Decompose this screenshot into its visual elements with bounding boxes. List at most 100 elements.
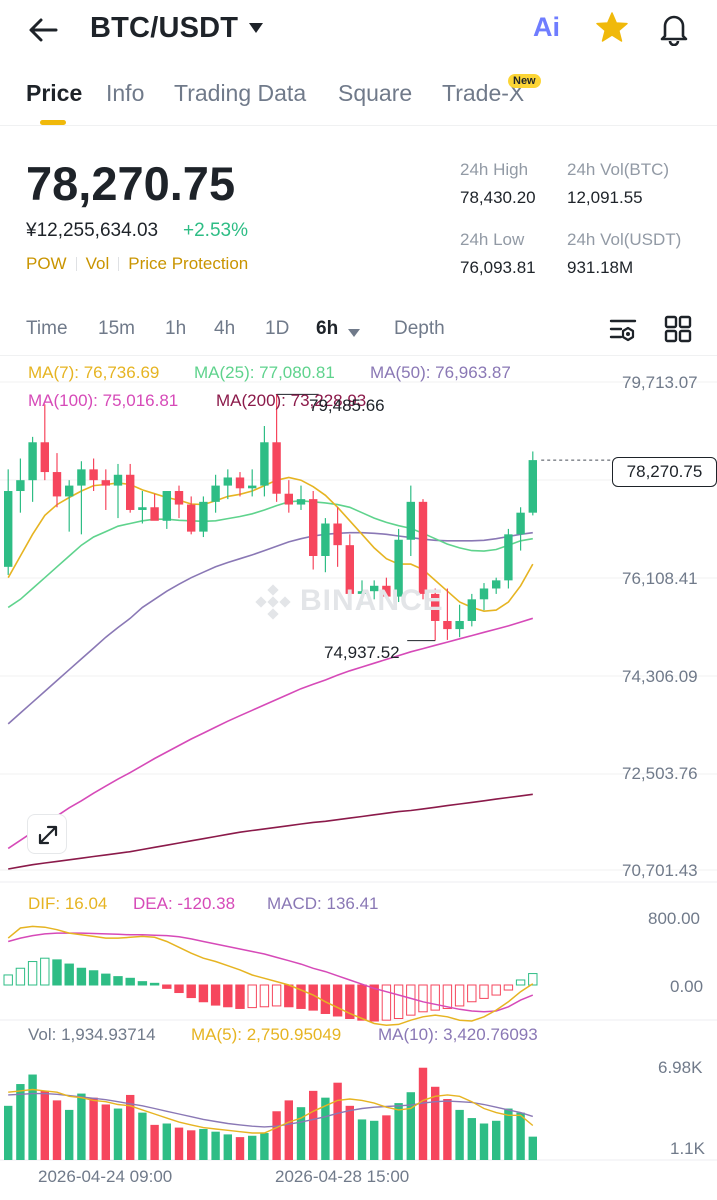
candle-body — [321, 523, 330, 556]
macd-bar — [271, 984, 282, 1007]
volume-bar — [138, 1112, 147, 1160]
macd-bar — [381, 984, 392, 1021]
macd-bar — [88, 970, 99, 986]
ma200-label: MA(200): 73,228.93 — [216, 391, 367, 410]
caret-down-icon[interactable] — [248, 22, 264, 34]
candle-body — [479, 588, 489, 600]
indicator-settings-icon[interactable] — [608, 314, 638, 344]
macd-bar — [149, 982, 160, 986]
volume-bar — [260, 1133, 269, 1160]
tab-trading-data[interactable]: Trading Data — [174, 80, 307, 106]
low-price-marker: 74,937.52 — [324, 643, 400, 662]
volume-bar — [467, 1118, 476, 1160]
volume-bar — [65, 1109, 74, 1160]
macd-bar — [479, 984, 489, 999]
candle-body — [126, 474, 135, 510]
high-price-marker: 79,485.66 — [309, 396, 385, 415]
macd-bar — [15, 967, 26, 986]
volume-bar — [235, 1137, 245, 1160]
candle-body — [260, 442, 269, 486]
notification-bell-icon[interactable] — [656, 10, 692, 46]
interval-1h[interactable]: 1h — [165, 318, 187, 339]
fullscreen-button[interactable] — [27, 814, 67, 854]
ma50-line — [7, 531, 533, 725]
back-arrow-icon[interactable] — [26, 14, 60, 46]
kline-chart[interactable] — [0, 356, 717, 1200]
tab-info[interactable]: Info — [106, 80, 145, 106]
y-axis-tick: 74,306.09 — [622, 667, 698, 686]
active-tab-indicator — [40, 120, 66, 125]
macd-bar — [418, 984, 428, 1013]
volume-bar — [272, 1111, 281, 1160]
candle-body — [89, 469, 98, 481]
candle-body — [492, 580, 501, 589]
interval-selector: Time 15m 1h 4h 1D 6h Depth — [0, 308, 717, 350]
stat-24h-low-value: 76,093.81 — [460, 258, 536, 277]
tab-square[interactable]: Square — [338, 80, 413, 106]
candle-body — [418, 501, 428, 594]
favorite-star-icon[interactable] — [594, 10, 630, 46]
interval-caret-icon[interactable] — [347, 328, 361, 338]
tag-vol[interactable]: Vol — [85, 254, 110, 273]
y-axis-tick: 70,701.43 — [622, 861, 698, 880]
volume-bar — [309, 1090, 318, 1160]
candle-body — [296, 499, 306, 505]
macd-bar — [528, 973, 538, 986]
macd-bar — [430, 984, 440, 1011]
candle-body — [309, 499, 318, 556]
interval-depth[interactable]: Depth — [394, 318, 445, 339]
macd-bar — [247, 984, 257, 1009]
grid-layout-icon[interactable] — [663, 314, 693, 344]
macd-bar — [3, 974, 13, 986]
macd-bar — [357, 984, 367, 1021]
candle-body — [211, 485, 220, 502]
macd-bar — [125, 977, 135, 986]
volume-ma10-label: MA(10): 3,420.76093 — [378, 1025, 538, 1044]
candle-body — [370, 585, 379, 592]
volume-axis-tick: 1.1K — [670, 1139, 705, 1158]
stat-24h-high-label: 24h High — [460, 160, 529, 179]
ma25-line — [7, 499, 533, 609]
candle-body — [187, 504, 196, 532]
macd-bar — [332, 984, 343, 1017]
volume-bar — [296, 1107, 306, 1160]
interval-6h[interactable]: 6h — [316, 318, 339, 339]
candle-body — [528, 460, 537, 513]
ma50-label: MA(50): 76,963.87 — [370, 363, 511, 382]
interval-15m[interactable]: 15m — [98, 318, 135, 339]
trading-pair-title[interactable]: BTC/USDT — [90, 12, 239, 44]
ma100-label: MA(100): 75,016.81 — [28, 391, 179, 410]
tag-pow[interactable]: POW — [26, 254, 67, 273]
candle-body — [52, 472, 62, 497]
volume-bar — [406, 1092, 415, 1160]
x-axis-date-label: 2026-04-28 15:00 — [275, 1167, 410, 1186]
asset-tags: POW Vol Price Protection — [26, 254, 248, 274]
volume-bar — [333, 1082, 342, 1160]
stat-24h-vol-usdt-value: 931.18M — [567, 258, 634, 277]
macd-bar — [442, 984, 453, 1009]
macd-bar — [198, 984, 209, 1003]
macd-bar — [308, 984, 318, 1011]
volume-bar — [528, 1136, 537, 1160]
volume-bar — [455, 1109, 464, 1160]
candle-body — [455, 620, 464, 630]
ai-assistant-icon[interactable]: Ai — [533, 12, 560, 42]
candle-body — [199, 501, 208, 532]
stat-24h-low-label: 24h Low — [460, 230, 525, 249]
volume-bar — [504, 1108, 513, 1160]
tab-price[interactable]: Price — [26, 80, 83, 106]
candle-body — [16, 480, 25, 492]
macd-bar — [137, 981, 148, 986]
macd-bar — [40, 957, 50, 986]
tag-price-protection[interactable]: Price Protection — [128, 254, 249, 273]
volume-bar — [126, 1094, 135, 1160]
interval-4h[interactable]: 4h — [214, 318, 236, 339]
interval-1d[interactable]: 1D — [265, 318, 290, 339]
macd-dea-line — [7, 932, 534, 1013]
last-price: 78,270.75 — [26, 157, 236, 210]
interval-time[interactable]: Time — [26, 318, 68, 339]
volume-bar — [394, 1103, 403, 1160]
stat-24h-high-value: 78,430.20 — [460, 188, 536, 207]
volume-bar — [113, 1108, 123, 1160]
binance-logo-icon — [255, 584, 291, 620]
